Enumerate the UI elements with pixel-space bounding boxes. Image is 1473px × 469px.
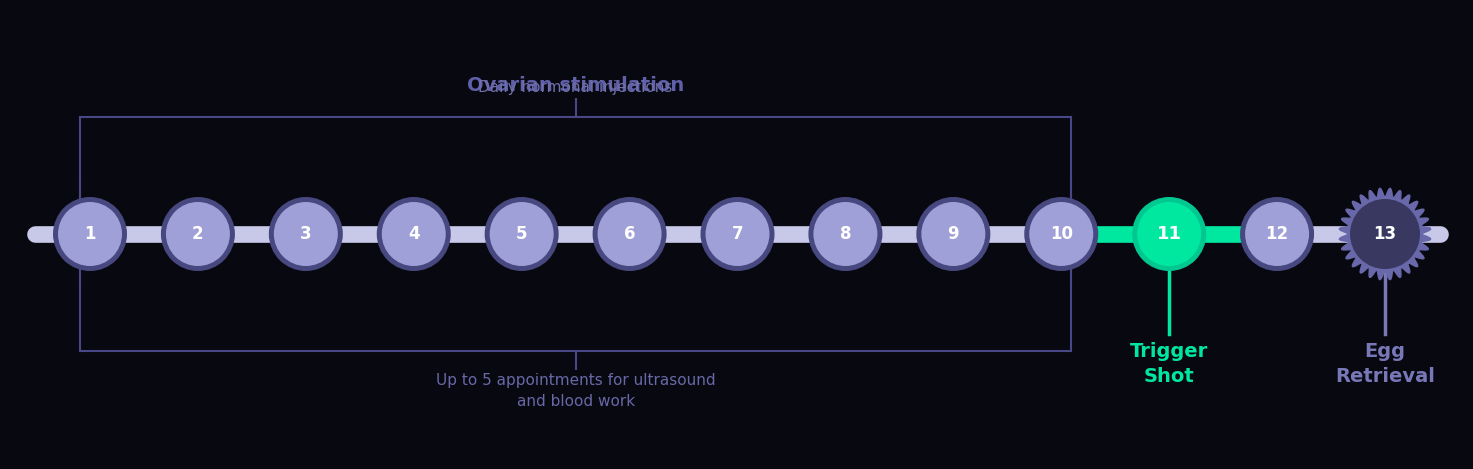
Text: 6: 6	[625, 225, 635, 243]
Circle shape	[706, 202, 769, 266]
Text: 1: 1	[84, 225, 96, 243]
Text: 2: 2	[191, 225, 203, 243]
Text: Ovarian stimulation: Ovarian stimulation	[467, 76, 685, 95]
Circle shape	[809, 197, 882, 271]
Text: Daily hormonal injections: Daily hormonal injections	[479, 62, 673, 95]
Circle shape	[921, 202, 985, 266]
Text: 3: 3	[300, 225, 312, 243]
Text: 5: 5	[516, 225, 527, 243]
Polygon shape	[1339, 188, 1430, 280]
Circle shape	[57, 202, 122, 266]
Text: Egg
Retrieval: Egg Retrieval	[1335, 342, 1435, 386]
Circle shape	[1349, 199, 1420, 269]
Circle shape	[1137, 202, 1200, 266]
Circle shape	[166, 202, 230, 266]
Circle shape	[1024, 197, 1099, 271]
Circle shape	[485, 197, 558, 271]
Circle shape	[592, 197, 667, 271]
Text: Trigger
Shot: Trigger Shot	[1130, 342, 1208, 386]
Circle shape	[916, 197, 990, 271]
Text: 4: 4	[408, 225, 420, 243]
Circle shape	[274, 202, 337, 266]
Text: 12: 12	[1265, 225, 1289, 243]
Circle shape	[1245, 202, 1309, 266]
Text: 10: 10	[1050, 225, 1072, 243]
Text: 7: 7	[732, 225, 744, 243]
Text: 13: 13	[1373, 225, 1396, 243]
Text: Up to 5 appointments for ultrasound
and blood work: Up to 5 appointments for ultrasound and …	[436, 373, 716, 409]
Circle shape	[53, 197, 127, 271]
Circle shape	[270, 197, 343, 271]
Text: 9: 9	[947, 225, 959, 243]
Circle shape	[1133, 197, 1206, 271]
Circle shape	[1030, 202, 1093, 266]
Circle shape	[489, 202, 554, 266]
Circle shape	[1240, 197, 1314, 271]
Text: 8: 8	[840, 225, 851, 243]
Circle shape	[382, 202, 446, 266]
Circle shape	[161, 197, 234, 271]
Circle shape	[598, 202, 661, 266]
Circle shape	[377, 197, 451, 271]
Circle shape	[701, 197, 775, 271]
Circle shape	[813, 202, 878, 266]
Text: 11: 11	[1156, 225, 1181, 243]
